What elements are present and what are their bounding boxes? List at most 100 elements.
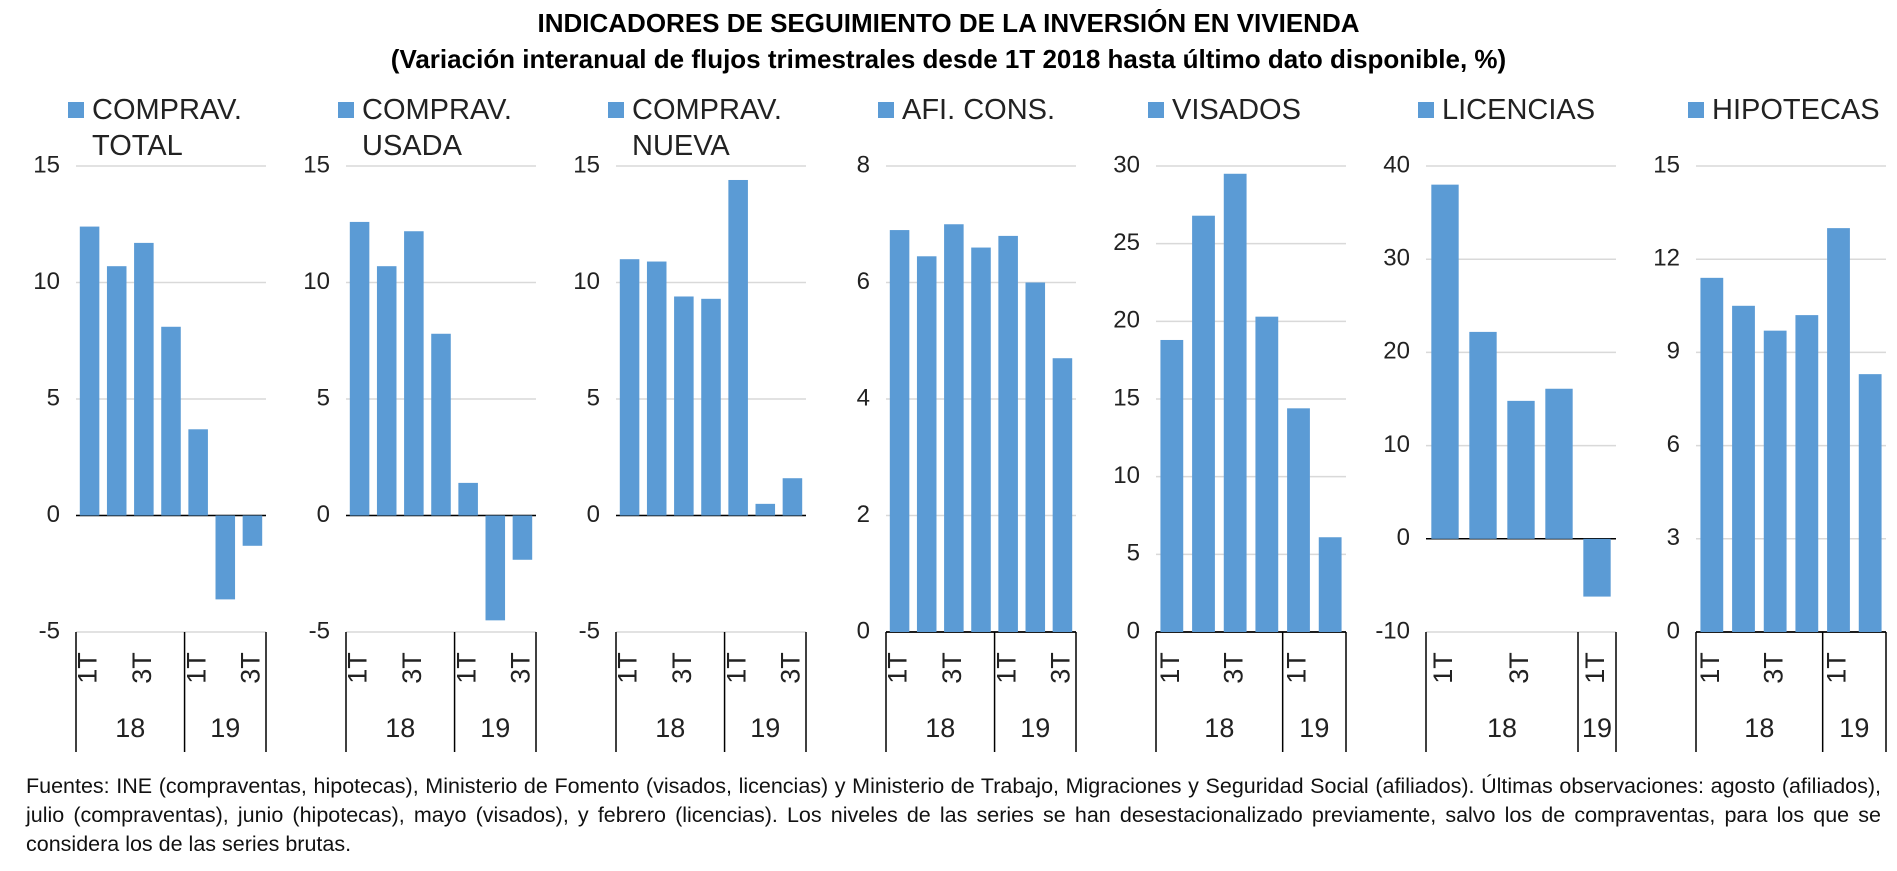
bar <box>701 298 721 516</box>
source-note: Fuentes: INE (compraventas, hipotecas), … <box>26 774 1881 856</box>
x-group-label: 18 <box>115 713 145 743</box>
legend-swatch <box>1148 102 1164 118</box>
y-tick-label: 10 <box>303 268 330 295</box>
bar <box>1192 215 1215 632</box>
x-tick-label: 1T <box>343 652 373 684</box>
y-tick-label: -5 <box>579 617 600 644</box>
y-tick-label: 25 <box>1113 229 1140 256</box>
y-tick-label: 0 <box>1667 617 1680 644</box>
y-tick-label: 5 <box>317 384 330 411</box>
y-tick-label: 0 <box>47 501 60 528</box>
bar <box>1795 315 1819 632</box>
y-tick-label: 10 <box>1113 462 1140 489</box>
y-tick-label: 5 <box>587 384 600 411</box>
bar <box>215 515 236 600</box>
bar <box>1287 408 1310 632</box>
legend-entry: COMPRAV. TOTAL <box>68 92 268 164</box>
legend-entry: VISADOS <box>1148 92 1348 128</box>
bar <box>404 231 424 516</box>
y-tick-label: -10 <box>1375 617 1410 644</box>
y-tick-label: 40 <box>1383 151 1410 178</box>
bar <box>376 266 397 516</box>
y-tick-label: 6 <box>1667 431 1680 458</box>
y-tick-label: 20 <box>1383 338 1410 365</box>
bar <box>1223 173 1247 632</box>
legend-label: COMPRAV. USADA <box>362 94 512 162</box>
x-tick-label: 3T <box>937 652 967 684</box>
x-tick-label: 3T <box>667 652 697 684</box>
x-tick-label: 3T <box>1758 652 1788 684</box>
legend-swatch <box>608 102 624 118</box>
legend-label: COMPRAV. NUEVA <box>632 94 782 162</box>
x-group-label: 18 <box>1744 713 1774 743</box>
x-group-label: 18 <box>1204 713 1234 743</box>
y-tick-label: 12 <box>1653 245 1680 272</box>
x-tick-label: 1T <box>1428 652 1458 684</box>
x-group-label: 19 <box>210 713 240 743</box>
legend-entry: COMPRAV. USADA <box>338 92 538 164</box>
bar <box>458 482 478 516</box>
bar <box>998 235 1018 632</box>
y-tick-label: 10 <box>1383 431 1410 458</box>
x-tick-label: 1T <box>721 652 751 684</box>
y-tick-label: 4 <box>857 384 870 411</box>
legend-swatch <box>338 102 354 118</box>
y-tick-label: 2 <box>857 501 870 528</box>
x-tick-label: 1T <box>451 652 481 684</box>
y-tick-label: 15 <box>33 151 60 178</box>
y-tick-label: -5 <box>39 617 60 644</box>
x-tick-label: 3T <box>506 652 536 684</box>
x-group-label: 18 <box>925 713 955 743</box>
bar <box>1545 388 1573 539</box>
bar <box>512 515 533 560</box>
y-tick-label: 6 <box>857 268 870 295</box>
bar <box>674 296 694 516</box>
x-tick-label: 1T <box>613 652 643 684</box>
bar <box>1469 331 1497 539</box>
x-group-label: 18 <box>1487 713 1517 743</box>
legend-entry: AFI. CONS. <box>878 92 1078 128</box>
y-tick-label: -5 <box>309 617 330 644</box>
bar <box>1507 400 1535 539</box>
legend-entry: HIPOTECAS <box>1688 92 1888 128</box>
bar <box>1763 330 1787 632</box>
x-group-label: 18 <box>385 713 415 743</box>
x-group-label: 19 <box>1020 713 1050 743</box>
bar <box>106 266 127 516</box>
x-tick-label: 3T <box>1046 652 1076 684</box>
legend-label: VISADOS <box>1172 94 1301 126</box>
y-tick-label: 20 <box>1113 307 1140 334</box>
y-tick-label: 0 <box>1397 524 1410 551</box>
y-tick-label: 15 <box>573 151 600 178</box>
y-tick-label: 0 <box>857 617 870 644</box>
bar <box>944 224 964 632</box>
x-tick-label: 1T <box>1282 652 1312 684</box>
x-tick-label: 3T <box>776 652 806 684</box>
x-tick-label: 3T <box>1504 652 1534 684</box>
y-tick-label: 3 <box>1667 524 1680 551</box>
x-group-label: 19 <box>750 713 780 743</box>
bar <box>1160 339 1184 632</box>
y-tick-label: 15 <box>1653 151 1680 178</box>
x-group-label: 19 <box>1582 713 1612 743</box>
bar <box>79 226 100 516</box>
bar <box>349 221 370 516</box>
x-group-label: 19 <box>1299 713 1329 743</box>
bar <box>134 242 154 516</box>
bar <box>242 515 263 546</box>
x-tick-label: 3T <box>127 652 157 684</box>
y-tick-label: 0 <box>1127 617 1140 644</box>
y-tick-label: 30 <box>1383 245 1410 272</box>
bar <box>916 256 937 632</box>
x-tick-label: 1T <box>1695 652 1725 684</box>
bar <box>431 333 451 516</box>
y-tick-label: 9 <box>1667 338 1680 365</box>
bar <box>1858 374 1882 632</box>
x-group-label: 19 <box>1839 713 1869 743</box>
bar <box>188 429 208 516</box>
x-tick-label: 1T <box>1580 652 1610 684</box>
legend-entry: COMPRAV. NUEVA <box>608 92 808 164</box>
x-group-label: 19 <box>480 713 510 743</box>
